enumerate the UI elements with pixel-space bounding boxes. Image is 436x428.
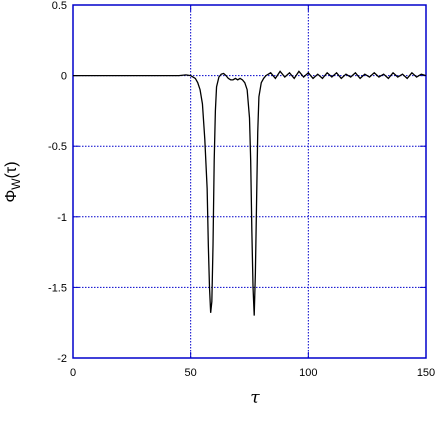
y-tick-label: -1: [57, 212, 67, 224]
x-tick-label: 100: [299, 367, 317, 379]
y-axis-label: ΦW(τ): [3, 161, 23, 202]
x-tick-label: 50: [185, 367, 197, 379]
y-tick-label: -2: [57, 353, 67, 365]
plot-frame: [72, 4, 427, 359]
y-tick-label: 0.5: [52, 0, 67, 12]
y-tick-label: -0.5: [48, 141, 67, 153]
x-tick-label: 0: [70, 367, 76, 379]
x-tick-label: 150: [417, 367, 435, 379]
y-tick-label: -1.5: [48, 282, 67, 294]
x-axis-label: τ: [250, 388, 260, 408]
y-tick-label: 0: [61, 71, 67, 83]
data-line: [73, 70, 427, 316]
